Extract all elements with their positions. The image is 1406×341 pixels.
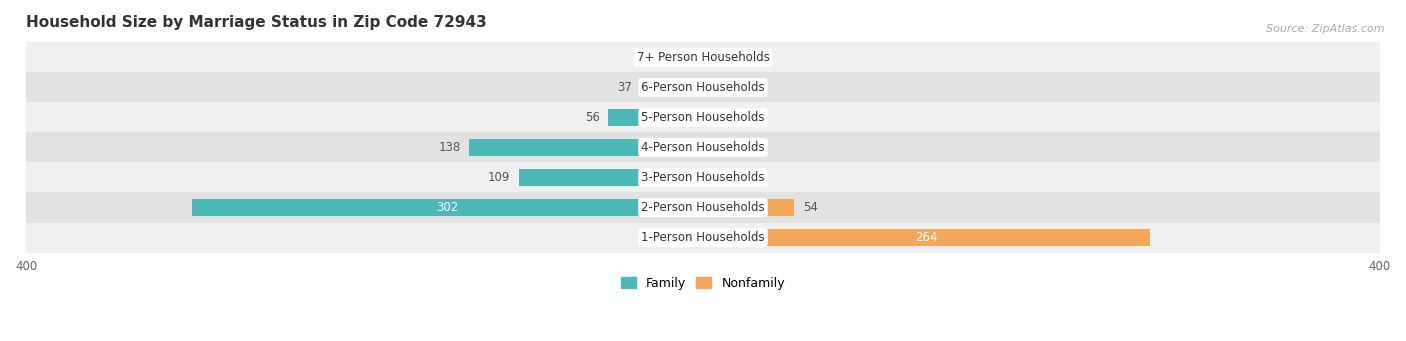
Text: 3-Person Households: 3-Person Households	[641, 171, 765, 184]
Bar	[668, 49, 703, 66]
Bar	[27, 192, 1379, 223]
Text: 1-Person Households: 1-Person Households	[641, 231, 765, 244]
Bar	[703, 199, 794, 216]
Text: 54: 54	[803, 201, 818, 214]
Text: Source: ZipAtlas.com: Source: ZipAtlas.com	[1267, 24, 1385, 34]
Text: 0: 0	[711, 81, 718, 94]
Text: 5: 5	[720, 171, 727, 184]
Bar	[27, 72, 1379, 102]
Text: 6-Person Households: 6-Person Households	[641, 81, 765, 94]
Text: 2-Person Households: 2-Person Households	[641, 201, 765, 214]
Bar	[470, 139, 703, 156]
Text: 0: 0	[711, 51, 718, 64]
Text: 37: 37	[617, 81, 631, 94]
Bar	[519, 169, 703, 186]
Text: 109: 109	[488, 171, 510, 184]
Bar	[703, 169, 711, 186]
Text: 0: 0	[711, 141, 718, 154]
Text: Household Size by Marriage Status in Zip Code 72943: Household Size by Marriage Status in Zip…	[27, 15, 486, 30]
Text: 56: 56	[585, 111, 600, 124]
Text: 5-Person Households: 5-Person Households	[641, 111, 765, 124]
Bar	[27, 162, 1379, 192]
Text: 0: 0	[711, 111, 718, 124]
Bar	[27, 102, 1379, 132]
Legend: Family, Nonfamily: Family, Nonfamily	[616, 272, 790, 295]
Bar	[640, 79, 703, 96]
Text: 7+ Person Households: 7+ Person Households	[637, 51, 769, 64]
Text: 4-Person Households: 4-Person Households	[641, 141, 765, 154]
Text: 21: 21	[644, 51, 659, 64]
Bar	[27, 42, 1379, 72]
Text: 302: 302	[436, 201, 458, 214]
Bar	[703, 229, 1150, 246]
Bar	[27, 223, 1379, 253]
Bar	[27, 132, 1379, 162]
Text: 264: 264	[915, 231, 938, 244]
Bar	[609, 109, 703, 126]
Text: 138: 138	[439, 141, 461, 154]
Bar	[193, 199, 703, 216]
